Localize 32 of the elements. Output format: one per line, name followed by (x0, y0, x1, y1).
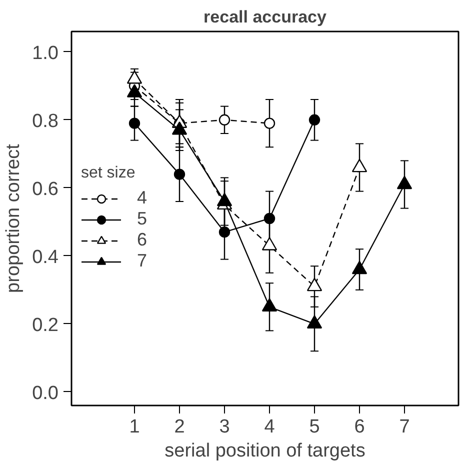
point (216, 192, 232, 206)
y-axis-title: proportion correct (3, 143, 24, 293)
legend-label: 7 (137, 250, 148, 272)
point (306, 315, 322, 329)
y-tick-label: 1.0 (32, 42, 59, 64)
chart-title: recall accuracy (204, 8, 327, 26)
point (352, 260, 368, 274)
x-tick-label: 5 (309, 416, 320, 438)
legend-title: set size (81, 164, 136, 182)
point (262, 237, 278, 250)
legend-label: 4 (137, 188, 148, 208)
x-tick-label: 1 (129, 416, 140, 438)
x-tick-label: 2 (174, 416, 185, 438)
y-tick-label: 0.4 (32, 246, 59, 268)
x-axis-title: serial position of targets (164, 440, 366, 462)
point (396, 176, 412, 190)
y-tick-label: 0.6 (32, 178, 59, 200)
point (126, 70, 142, 84)
x-tick-label: 7 (399, 416, 410, 438)
point (172, 121, 188, 135)
x-tick-label: 3 (219, 416, 230, 438)
point (306, 278, 322, 292)
legend-label: 5 (137, 208, 148, 230)
y-tick-label: 0.0 (32, 382, 59, 404)
point (262, 298, 278, 312)
x-tick-label: 6 (354, 416, 365, 438)
x-tick-label: 4 (264, 416, 276, 438)
y-tick-label: 0.8 (32, 110, 59, 132)
point (126, 84, 142, 98)
y-tick-label: 0.2 (32, 314, 59, 336)
legend-label: 6 (137, 230, 148, 250)
point (352, 158, 368, 172)
